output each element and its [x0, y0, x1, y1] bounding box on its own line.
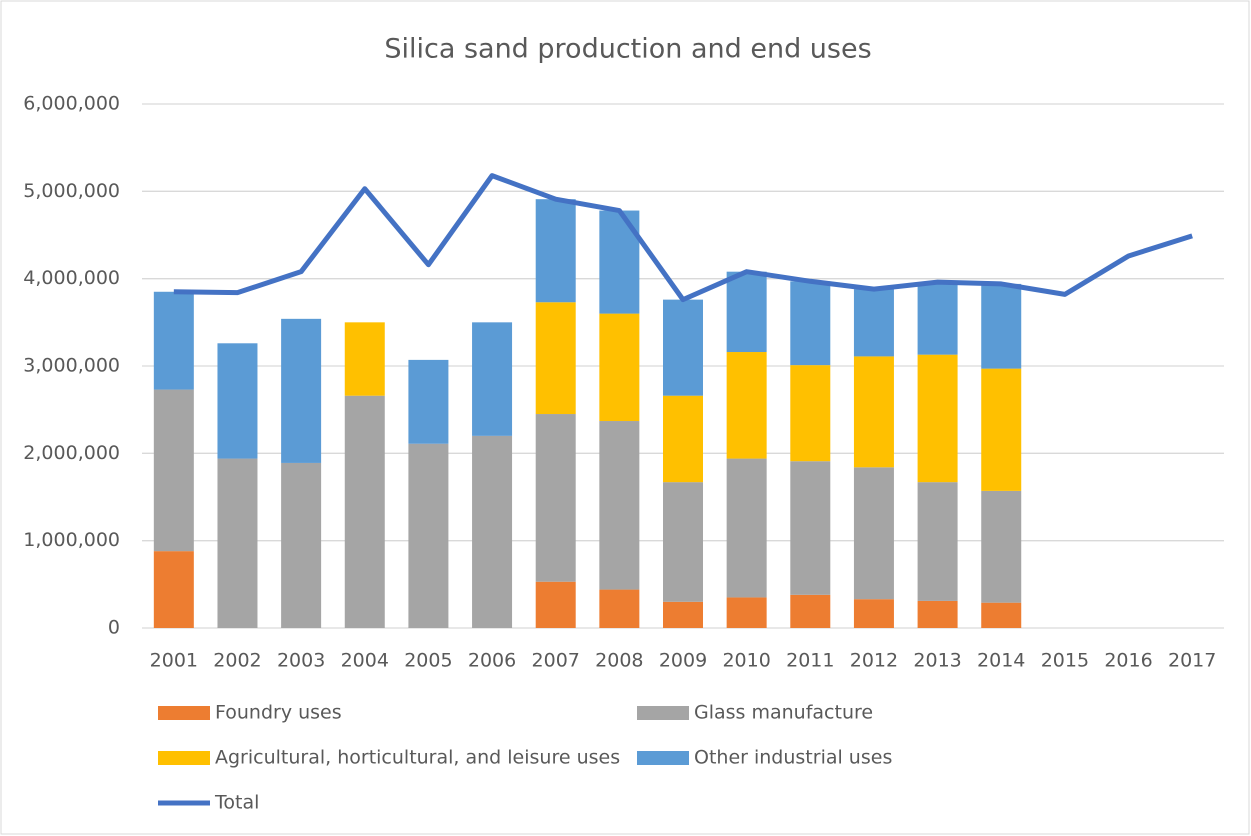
x-tick-label: 2014	[977, 650, 1025, 672]
legend-label: Other industrial uses	[694, 747, 892, 769]
bar-segment	[344, 395, 385, 628]
legend-label: Total	[214, 792, 259, 814]
bar-segment	[472, 322, 513, 436]
bar-segment	[981, 490, 1022, 603]
x-tick-label: 2009	[659, 650, 707, 672]
bar-segment	[853, 356, 894, 468]
legend-swatch	[158, 751, 210, 765]
bar-segment	[917, 354, 958, 483]
legend-swatch	[637, 751, 689, 765]
x-tick-label: 2001	[150, 650, 198, 672]
x-tick-label: 2007	[532, 650, 580, 672]
legend-label: Agricultural, horticultural, and leisure…	[215, 747, 620, 769]
x-tick-label: 2016	[1104, 650, 1152, 672]
legend-swatch	[158, 706, 210, 720]
bar-segment	[790, 281, 831, 366]
x-tick-label: 2011	[786, 650, 834, 672]
x-tick-label: 2008	[595, 650, 643, 672]
bar-segment	[981, 283, 1022, 369]
bar-segment	[663, 299, 703, 396]
bar-segment	[599, 313, 640, 422]
bar-segment	[726, 352, 767, 459]
x-tick-label: 2006	[468, 650, 516, 672]
bar-segment	[663, 482, 703, 602]
legend-label: Glass manufacture	[694, 702, 873, 724]
x-tick-label: 2003	[277, 650, 325, 672]
bar-segment	[917, 282, 958, 355]
y-tick-label: 4,000,000	[23, 267, 120, 289]
x-tick-label: 2004	[341, 650, 389, 672]
y-tick-label: 2,000,000	[23, 442, 120, 464]
bar-segment	[790, 594, 831, 628]
bar-segment	[726, 458, 767, 598]
bar-segment	[917, 482, 958, 601]
bar-segment	[853, 467, 894, 600]
bar-segment	[790, 365, 831, 462]
bar-segment	[726, 597, 767, 628]
chart-title: Silica sand production and end uses	[384, 34, 871, 65]
bar-segment	[599, 421, 640, 590]
y-tick-label: 0	[108, 617, 120, 639]
x-tick-label: 2005	[404, 650, 452, 672]
x-tick-label: 2010	[722, 650, 770, 672]
legend-swatch	[637, 706, 689, 720]
bar-segment	[535, 302, 576, 415]
line-series	[173, 173, 1193, 303]
bar-segment	[217, 343, 258, 459]
y-tick-label: 1,000,000	[23, 529, 120, 551]
bar-segment	[917, 600, 958, 628]
x-tick-label: 2013	[913, 650, 961, 672]
bar-segment	[853, 599, 894, 628]
x-tick-label: 2017	[1168, 650, 1216, 672]
bar-segment	[663, 395, 703, 483]
bar-segment	[663, 601, 703, 628]
y-tick-label: 6,000,000	[23, 93, 120, 115]
bar-segment	[599, 589, 640, 628]
bar-segment	[981, 602, 1022, 628]
bar-segment	[853, 289, 894, 357]
bar-segment	[981, 368, 1022, 491]
bar-segment	[535, 199, 576, 303]
y-tick-label: 5,000,000	[23, 180, 120, 202]
x-tick-label: 2012	[850, 650, 898, 672]
bar-segment	[790, 461, 831, 595]
x-tick-label: 2015	[1041, 650, 1089, 672]
bar-segment	[153, 389, 194, 552]
bar-segment	[726, 271, 767, 353]
bar-segment	[408, 443, 449, 628]
legend-label: Foundry uses	[215, 702, 342, 724]
bar-segment	[153, 551, 194, 628]
bar-segment	[472, 435, 513, 628]
bar-segment	[217, 458, 258, 628]
bar-segment	[408, 359, 449, 444]
bar-segment	[153, 291, 194, 390]
x-tick-label: 2002	[213, 650, 261, 672]
y-tick-label: 3,000,000	[23, 355, 120, 377]
bar-segment	[281, 318, 322, 463]
bar-segment	[281, 462, 322, 628]
bar-segment	[535, 581, 576, 628]
bar-segment	[344, 322, 385, 396]
bar-segment	[535, 414, 576, 582]
